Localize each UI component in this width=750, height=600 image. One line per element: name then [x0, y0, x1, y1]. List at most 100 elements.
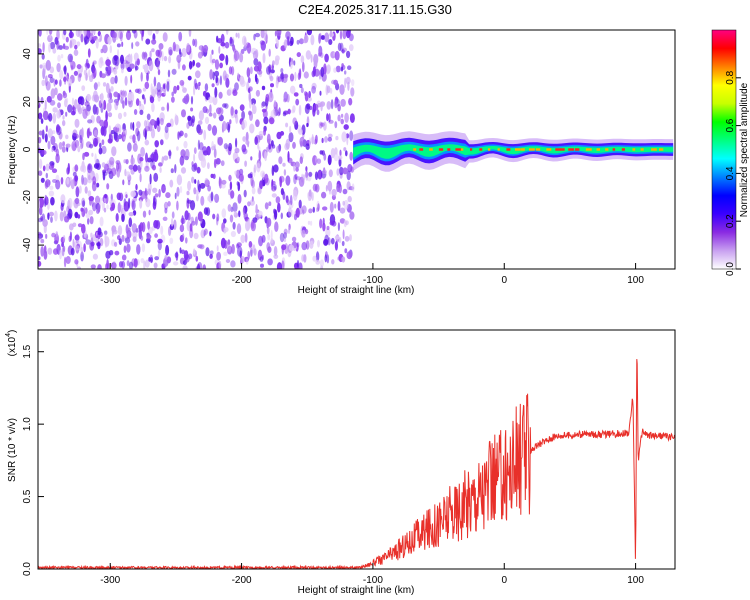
noise-blob	[157, 238, 163, 244]
noise-blob	[250, 221, 256, 232]
noise-blob	[293, 162, 296, 172]
noise-blob	[247, 77, 251, 84]
noise-blob	[59, 79, 62, 87]
noise-blob	[67, 162, 71, 174]
x-tick-label: 100	[627, 575, 644, 586]
noise-blob	[133, 52, 139, 62]
noise-blob	[276, 262, 283, 269]
noise-blob	[174, 192, 177, 200]
noise-blob	[308, 171, 313, 177]
noise-blob	[151, 48, 155, 53]
noise-blob	[207, 162, 210, 170]
noise-blob	[255, 119, 260, 128]
noise-blob	[189, 200, 196, 211]
noise-blob	[336, 168, 340, 176]
x-tick-label: -300	[100, 575, 120, 586]
noise-blob	[45, 81, 51, 91]
noise-blob	[296, 242, 300, 248]
noise-blob	[246, 42, 252, 54]
noise-blob	[192, 38, 196, 47]
signal-core-mark	[621, 148, 625, 151]
noise-blob	[232, 89, 238, 96]
noise-blob	[223, 251, 228, 256]
noise-blob	[315, 251, 320, 262]
noise-blob	[245, 131, 249, 142]
noise-blob	[193, 232, 199, 240]
noise-blob	[349, 44, 354, 52]
noise-blob	[184, 148, 190, 160]
noise-blob	[138, 189, 143, 196]
noise-blob	[247, 219, 251, 230]
x-tick-label: -300	[100, 275, 120, 286]
noise-blob	[139, 173, 142, 183]
noise-blob	[233, 210, 237, 216]
noise-blob	[106, 258, 109, 269]
noise-blob	[38, 30, 42, 37]
y-tick-label: -20	[22, 190, 33, 205]
noise-blob	[231, 66, 235, 76]
noise-blob	[326, 225, 330, 231]
noise-blob	[73, 70, 78, 76]
noise-blob	[203, 44, 209, 53]
noise-blob	[319, 32, 322, 40]
noise-blob	[179, 186, 183, 194]
noise-blob	[248, 241, 253, 248]
noise-blob	[106, 102, 112, 112]
noise-blob	[84, 186, 88, 194]
noise-blob	[316, 158, 322, 164]
noise-blob	[47, 247, 53, 255]
noise-blob	[289, 73, 295, 82]
signal-core-mark	[560, 148, 565, 151]
noise-blob	[102, 82, 107, 87]
noise-blob	[208, 112, 213, 117]
noise-blob	[322, 169, 327, 175]
noise-blob	[38, 136, 42, 144]
noise-blob	[214, 193, 220, 203]
noise-blob	[110, 130, 115, 135]
noise-blob	[143, 97, 146, 105]
noise-blob	[195, 266, 198, 269]
noise-blob	[178, 31, 183, 42]
noise-blob	[137, 153, 142, 164]
noise-blob	[343, 124, 349, 130]
noise-blob	[81, 223, 86, 234]
noise-blob	[181, 233, 185, 241]
noise-blob	[210, 191, 214, 202]
noise-blob	[123, 136, 126, 141]
noise-blob	[285, 31, 291, 40]
noise-blob	[137, 130, 141, 142]
noise-blob	[181, 47, 187, 58]
noise-blob	[219, 62, 224, 69]
noise-blob	[97, 264, 102, 269]
noise-blob	[349, 113, 355, 123]
noise-blob	[290, 209, 294, 218]
noise-blob	[128, 261, 134, 269]
noise-blob	[349, 234, 352, 242]
noise-blob	[310, 34, 315, 46]
noise-blob	[209, 53, 213, 64]
noise-blob	[347, 81, 350, 92]
noise-blob	[115, 123, 120, 129]
noise-blob	[93, 129, 98, 137]
noise-blob	[264, 150, 268, 162]
noise-blob	[125, 224, 129, 235]
noise-blob	[288, 244, 295, 252]
noise-blob	[74, 245, 80, 251]
noise-blob	[203, 129, 207, 141]
noise-blob	[147, 157, 152, 163]
noise-blob	[247, 250, 250, 260]
snr-x-label: Height of straight line (km)	[298, 585, 415, 596]
noise-blob	[282, 162, 286, 167]
noise-blob	[50, 135, 56, 146]
noise-blob	[326, 64, 331, 74]
noise-blob	[170, 168, 174, 174]
noise-blob	[118, 30, 124, 39]
noise-blob	[65, 111, 68, 117]
noise-blob	[213, 112, 217, 119]
noise-blob	[99, 119, 105, 127]
noise-blob	[148, 188, 151, 196]
noise-blob	[351, 79, 355, 87]
noise-blob	[74, 44, 78, 50]
noise-blob	[226, 89, 232, 96]
noise-blob	[148, 209, 151, 216]
